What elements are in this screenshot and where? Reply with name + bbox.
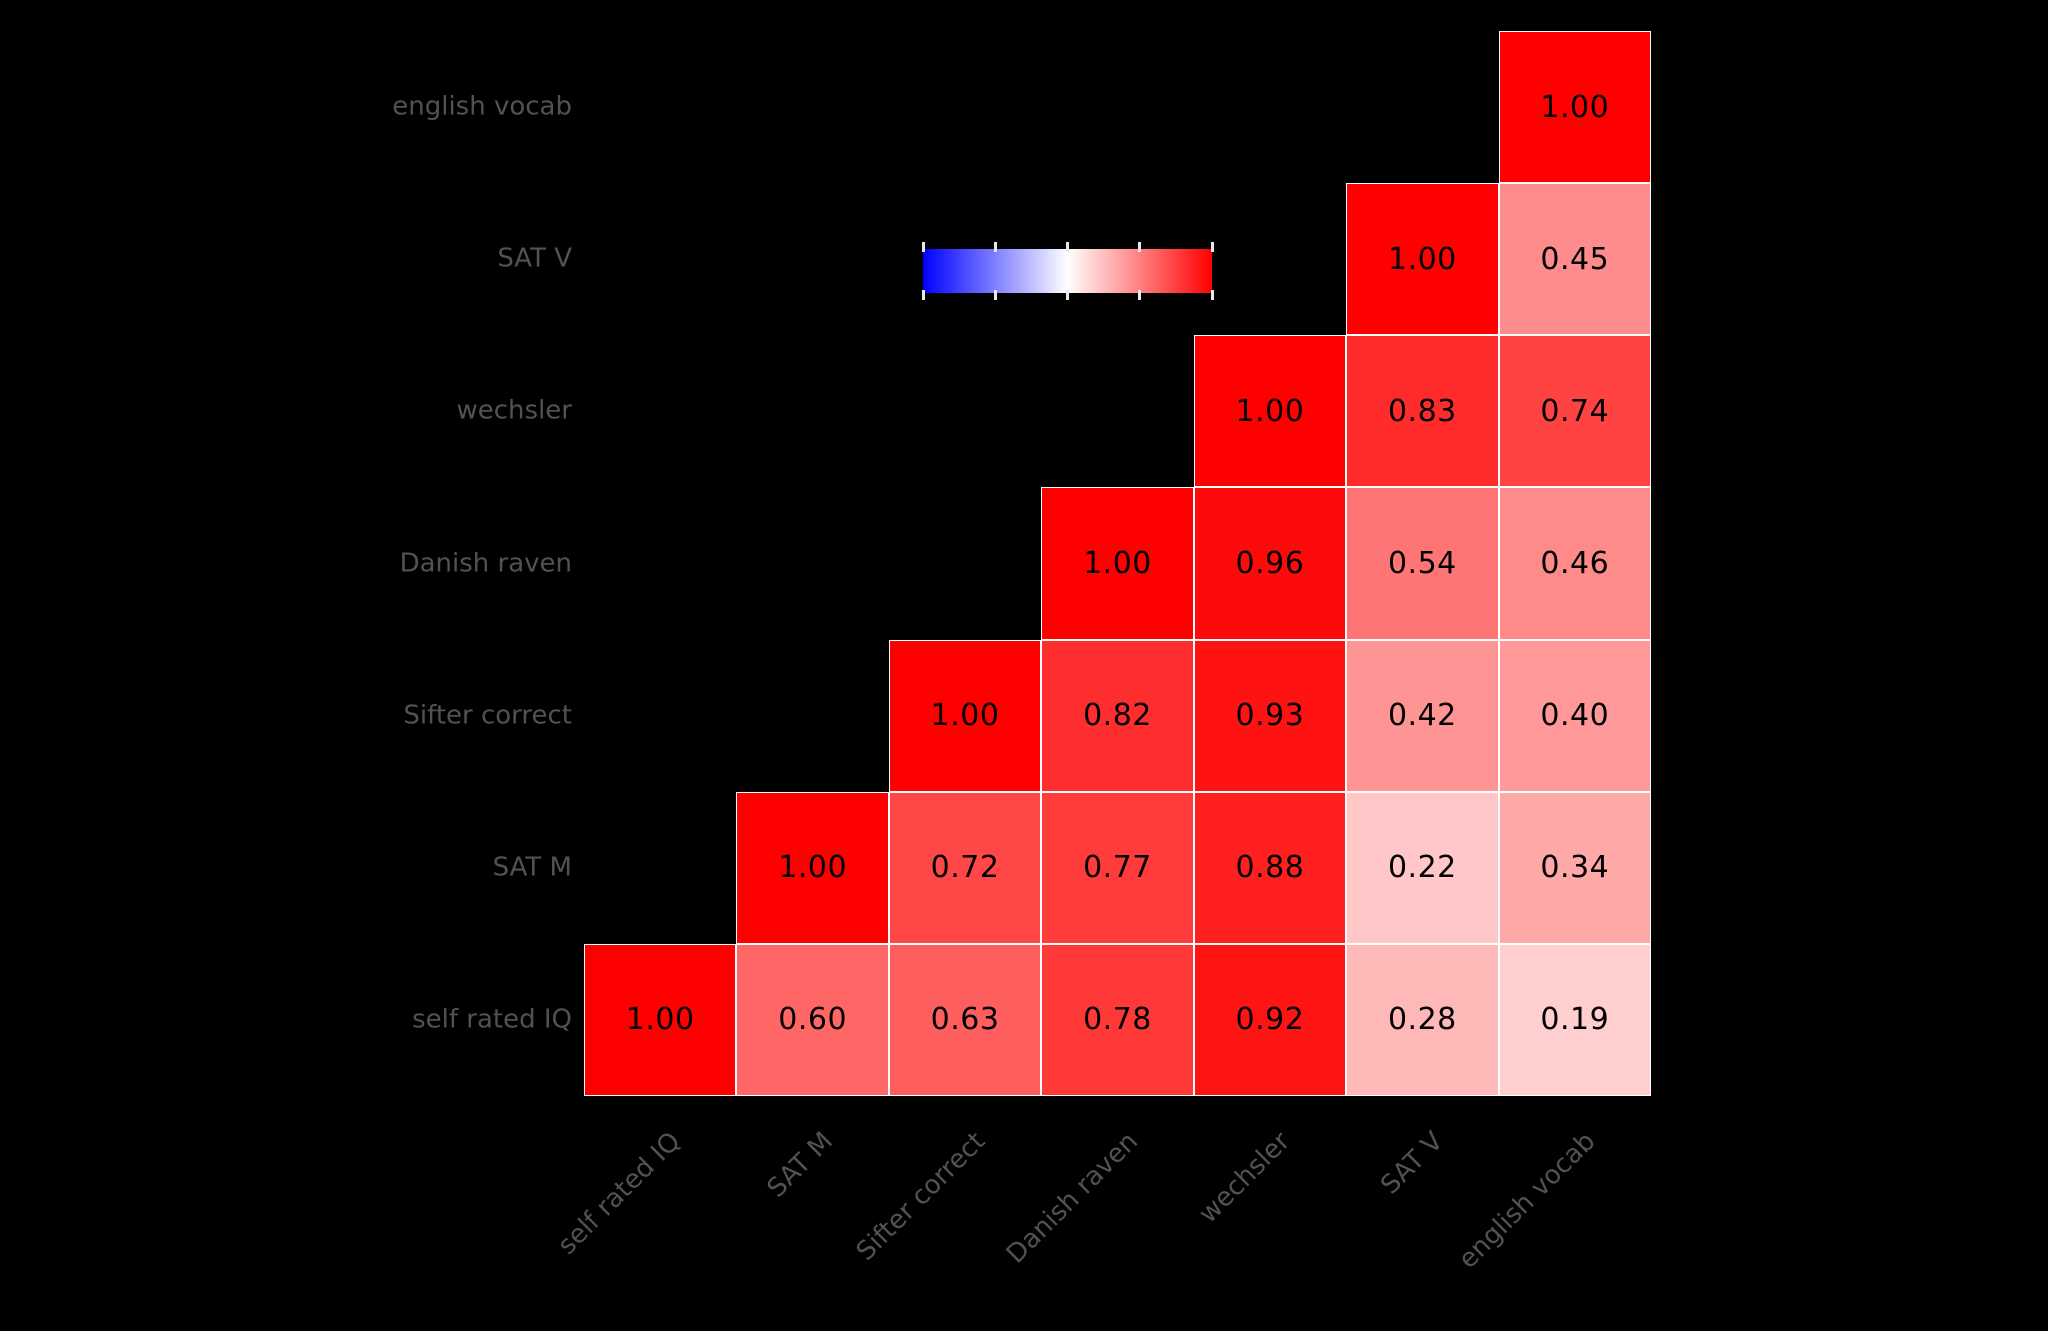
heatmap-cell-value: 0.63 (930, 1002, 1000, 1038)
colorbar-tick (921, 290, 925, 300)
heatmap-cell-SAT-V-x-SAT-V: 1.00 (1346, 183, 1499, 336)
heatmap-cell-value: 0.45 (1540, 241, 1610, 277)
heatmap-cell-value: 0.22 (1387, 850, 1457, 886)
heatmap-cell-value: 1.00 (778, 850, 848, 886)
col-label-wechsler: wechsler (1193, 1126, 1297, 1230)
heatmap-cell-value: 0.83 (1387, 393, 1457, 429)
row-label-Sifter-correct: Sifter correct (403, 700, 572, 731)
heatmap-cell-value: 0.82 (1083, 698, 1152, 734)
heatmap-cell-Danish-raven-x-wechsler: 0.96 (1193, 487, 1347, 640)
heatmap-cell-wechsler-x-SAT-V: 0.83 (1346, 335, 1499, 488)
col-label-english-vocab: english vocab (1453, 1126, 1602, 1275)
row-label-wechsler: wechsler (456, 395, 573, 426)
colorbar-tick (921, 242, 925, 252)
heatmap-cell-self-rated-IQ-x-self-rated-IQ: 1.00 (584, 943, 737, 1096)
heatmap-cell-SAT-V-x-english-vocab: 0.45 (1498, 183, 1651, 336)
colorbar-tick (993, 290, 997, 300)
heatmap-cell-value: 0.92 (1235, 1002, 1305, 1038)
heatmap-cell-value: 0.19 (1540, 1002, 1610, 1038)
heatmap-cell-Danish-raven-x-Danish-raven: 1.00 (1041, 487, 1194, 640)
heatmap-cell-value: 1.00 (1387, 241, 1457, 277)
col-label-Danish-raven: Danish raven (1000, 1126, 1145, 1270)
row-label-self-rated-IQ: self rated IQ (412, 1004, 572, 1035)
heatmap-cell-Danish-raven-x-english-vocab: 0.46 (1498, 487, 1651, 640)
colorbar-tick (1138, 290, 1142, 300)
row-label-Danish-raven: Danish raven (399, 547, 572, 578)
heatmap-cell-value: 0.72 (930, 850, 1000, 886)
heatmap-cell-value: 0.40 (1540, 698, 1610, 734)
heatmap-cell-value: 1.00 (930, 698, 1000, 734)
heatmap-cell-wechsler-x-english-vocab: 0.74 (1498, 335, 1651, 488)
col-label-Sifter-correct: Sifter correct (851, 1126, 992, 1267)
heatmap-cell-value: 0.46 (1540, 545, 1610, 581)
heatmap-cell-value: 1.00 (1235, 393, 1305, 429)
heatmap-cell-self-rated-IQ-x-SAT-M: 0.60 (736, 943, 889, 1096)
heatmap-cell-value: 1.00 (1083, 545, 1152, 581)
heatmap-cell-value: 1.00 (1540, 89, 1610, 125)
heatmap-cell-SAT-M-x-wechsler: 0.88 (1193, 791, 1347, 944)
colorbar-tick (1210, 242, 1214, 252)
heatmap-cell-SAT-M-x-SAT-M: 1.00 (736, 791, 889, 944)
row-label-english-vocab: english vocab (392, 91, 572, 122)
heatmap-cell-value: 1.00 (625, 1002, 695, 1038)
colorbar-tick (1138, 242, 1142, 252)
heatmap-cell-self-rated-IQ-x-wechsler: 0.92 (1193, 943, 1347, 1096)
colorbar-gradient (923, 249, 1212, 293)
heatmap-cell-self-rated-IQ-x-Sifter-correct: 0.63 (888, 943, 1042, 1096)
heatmap-cell-SAT-M-x-Danish-raven: 0.77 (1041, 791, 1194, 944)
heatmap-cell-value: 0.60 (778, 1002, 848, 1038)
col-label-SAT-M: SAT M (761, 1126, 840, 1204)
heatmap-cell-value: 0.88 (1235, 850, 1305, 886)
heatmap-cell-self-rated-IQ-x-SAT-V: 0.28 (1346, 943, 1499, 1096)
heatmap-cell-value: 0.28 (1387, 1002, 1457, 1038)
heatmap-cell-value: 0.42 (1387, 698, 1457, 734)
heatmap-cell-value: 0.93 (1235, 698, 1305, 734)
colorbar (921, 242, 1214, 300)
colorbar-tick (1066, 242, 1069, 252)
row-label-SAT-M: SAT M (492, 852, 572, 883)
heatmap-cell-value: 0.77 (1083, 850, 1152, 886)
heatmap-cell-Sifter-correct-x-SAT-V: 0.42 (1346, 639, 1499, 792)
colorbar-tick (1066, 290, 1069, 300)
heatmap-cell-Danish-raven-x-SAT-V: 0.54 (1346, 487, 1499, 640)
row-label-SAT-V: SAT V (497, 243, 572, 274)
heatmap-cell-self-rated-IQ-x-english-vocab: 0.19 (1498, 943, 1651, 1096)
heatmap-cell-Sifter-correct-x-Sifter-correct: 1.00 (888, 639, 1042, 792)
heatmap-cell-value: 0.74 (1540, 393, 1610, 429)
heatmap-cell-Sifter-correct-x-Danish-raven: 0.82 (1041, 639, 1194, 792)
heatmap-cell-value: 0.54 (1387, 545, 1457, 581)
heatmap-cell-value: 0.96 (1235, 545, 1305, 581)
heatmap-cell-SAT-M-x-english-vocab: 0.34 (1498, 791, 1651, 944)
colorbar-tick (1210, 290, 1214, 300)
heatmap-cell-english-vocab-x-english-vocab: 1.00 (1498, 31, 1651, 184)
col-label-self-rated-IQ: self rated IQ (552, 1126, 687, 1261)
heatmap-cell-Sifter-correct-x-english-vocab: 0.40 (1498, 639, 1651, 792)
heatmap-cell-self-rated-IQ-x-Danish-raven: 0.78 (1041, 943, 1194, 1096)
heatmap-cell-SAT-M-x-Sifter-correct: 0.72 (888, 791, 1042, 944)
heatmap-cell-value: 0.78 (1083, 1002, 1152, 1038)
heatmap-cell-SAT-M-x-SAT-V: 0.22 (1346, 791, 1499, 944)
heatmap-cell-value: 0.34 (1540, 850, 1610, 886)
colorbar-tick (993, 242, 997, 252)
col-label-SAT-V: SAT V (1374, 1126, 1449, 1201)
heatmap-cell-wechsler-x-wechsler: 1.00 (1193, 335, 1347, 488)
heatmap-cell-Sifter-correct-x-wechsler: 0.93 (1193, 639, 1347, 792)
